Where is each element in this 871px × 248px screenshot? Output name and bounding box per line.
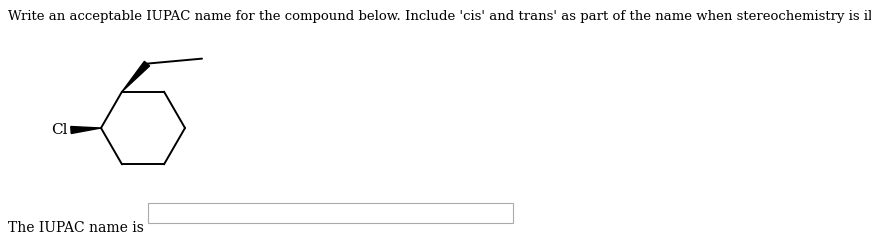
Polygon shape (122, 61, 150, 92)
Text: Cl: Cl (51, 123, 68, 137)
Text: The IUPAC name is: The IUPAC name is (8, 221, 144, 235)
Polygon shape (71, 126, 101, 133)
Text: Write an acceptable IUPAC name for the compound below. Include 'cis' and trans' : Write an acceptable IUPAC name for the c… (8, 10, 871, 23)
Bar (148, 203, 513, 223)
